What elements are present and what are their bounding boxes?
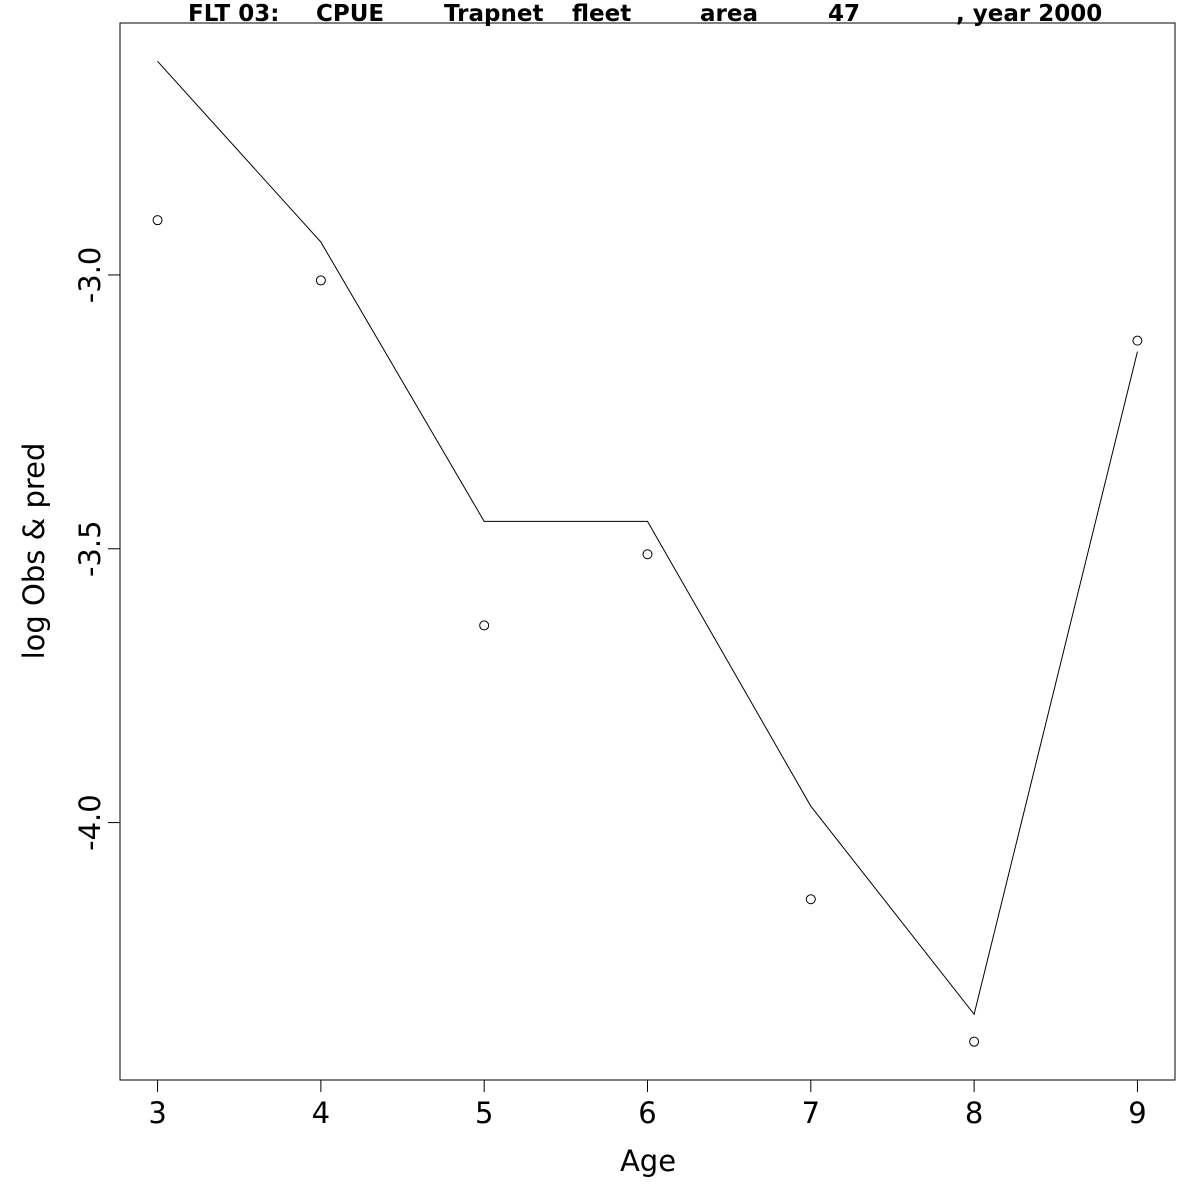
observed-point xyxy=(642,549,653,560)
series-layer xyxy=(152,61,1143,1047)
y-axis: -4.0 -3.5 -3.0 xyxy=(73,247,121,851)
x-tick-label: 7 xyxy=(802,1096,820,1130)
predicted-line xyxy=(157,61,1138,1016)
observed-point xyxy=(479,620,490,631)
y-axis-label: log Obs & pred xyxy=(17,443,51,660)
y-tick-label: -4.0 xyxy=(73,794,107,851)
x-tick-label: 5 xyxy=(475,1096,493,1130)
y-tick-label: -3.0 xyxy=(73,247,107,304)
plot-frame xyxy=(119,22,1176,1081)
x-tick-label: 4 xyxy=(312,1096,330,1130)
x-tick-label: 6 xyxy=(638,1096,656,1130)
observed-point xyxy=(315,275,326,286)
x-axis-label: Age xyxy=(620,1144,676,1178)
observed-point xyxy=(152,215,163,226)
observed-point xyxy=(805,894,816,905)
observed-point xyxy=(969,1036,980,1047)
x-tick-label: 3 xyxy=(148,1096,166,1130)
x-tick-label: 8 xyxy=(965,1096,983,1130)
observed-point xyxy=(1132,335,1143,346)
x-axis: 3 4 5 6 7 8 9 xyxy=(148,1079,1147,1130)
y-tick-label: -3.5 xyxy=(73,520,107,577)
x-tick-label: 9 xyxy=(1128,1096,1146,1130)
